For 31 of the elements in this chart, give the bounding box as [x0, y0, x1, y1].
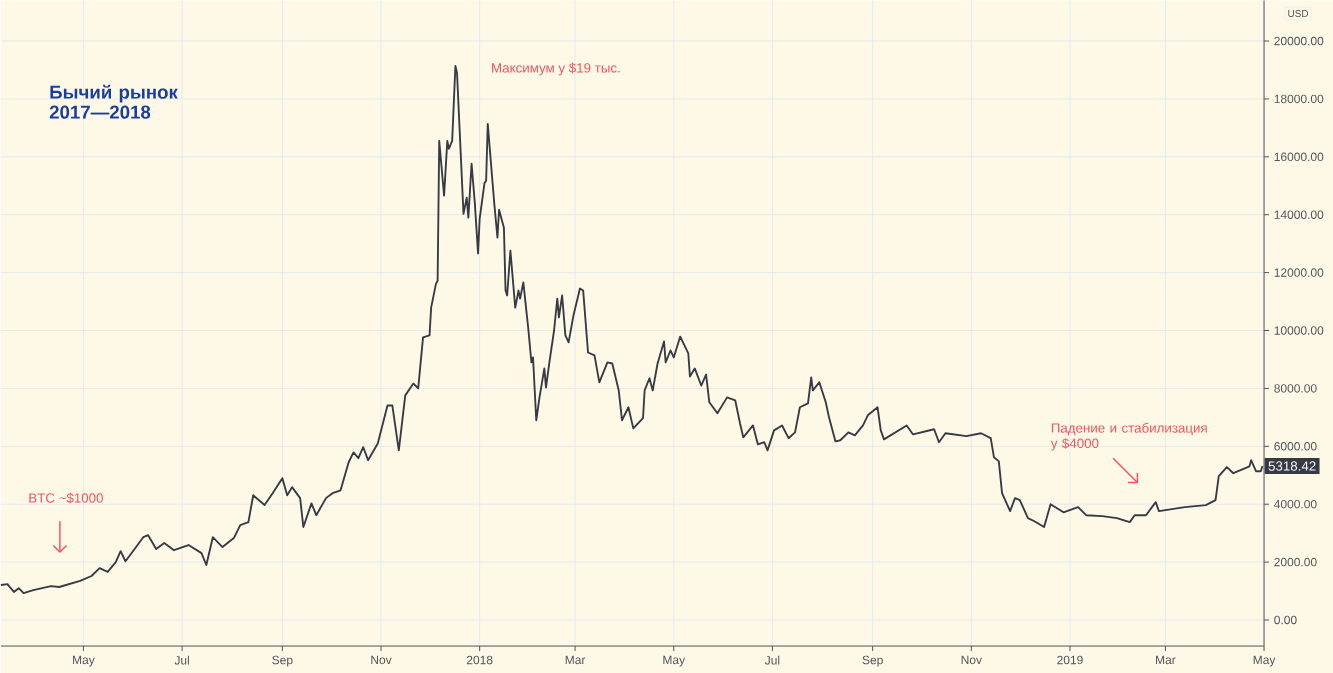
- y-tick-label: 0.00: [1274, 615, 1297, 625]
- y-tick-label: 18000.00: [1274, 94, 1324, 104]
- x-tick-label: Jul: [764, 655, 780, 665]
- x-tick-label: Sep: [862, 655, 883, 667]
- y-tick-label: 8000.00: [1274, 384, 1317, 393]
- text: Бычий рынок 2017—2018: [49, 84, 178, 119]
- annotation: 5318.42: [1268, 461, 1316, 471]
- y-tick-label: 16000.00: [1274, 152, 1324, 162]
- y-tick-label: 10000.00: [1274, 326, 1324, 335]
- x-tick-label: Sep: [272, 655, 293, 667]
- y-axis-title: USD: [1288, 9, 1309, 18]
- x-tick-label: May: [1253, 655, 1276, 667]
- x-tick-label: 2018: [466, 655, 493, 665]
- annotation: BTC ~$1000: [29, 492, 103, 504]
- annotation: Максимум у $19 тыс.: [492, 62, 620, 76]
- x-tick-label: Nov: [371, 655, 392, 665]
- x-tick-label: 2019: [1057, 655, 1083, 665]
- y-tick-label: 2000.00: [1274, 557, 1317, 567]
- annotation: Падение и стабилизация у $4000: [1050, 422, 1207, 451]
- x-tick-label: Mar: [1156, 655, 1176, 665]
- y-tick-label: 4000.00: [1274, 499, 1317, 509]
- y-tick-label: 6000.00: [1274, 442, 1317, 451]
- y-tick-label: 20000.00: [1274, 36, 1324, 46]
- x-tick-label: May: [663, 655, 686, 667]
- x-tick-label: Jul: [174, 655, 189, 665]
- x-tick-label: Mar: [565, 655, 586, 665]
- line-series: [0, 64, 1264, 594]
- x-tick-label: May: [73, 655, 95, 667]
- x-tick-label: Nov: [961, 655, 982, 665]
- y-tick-label: 12000.00: [1274, 268, 1324, 277]
- y-tick-label: 14000.00: [1274, 210, 1324, 219]
